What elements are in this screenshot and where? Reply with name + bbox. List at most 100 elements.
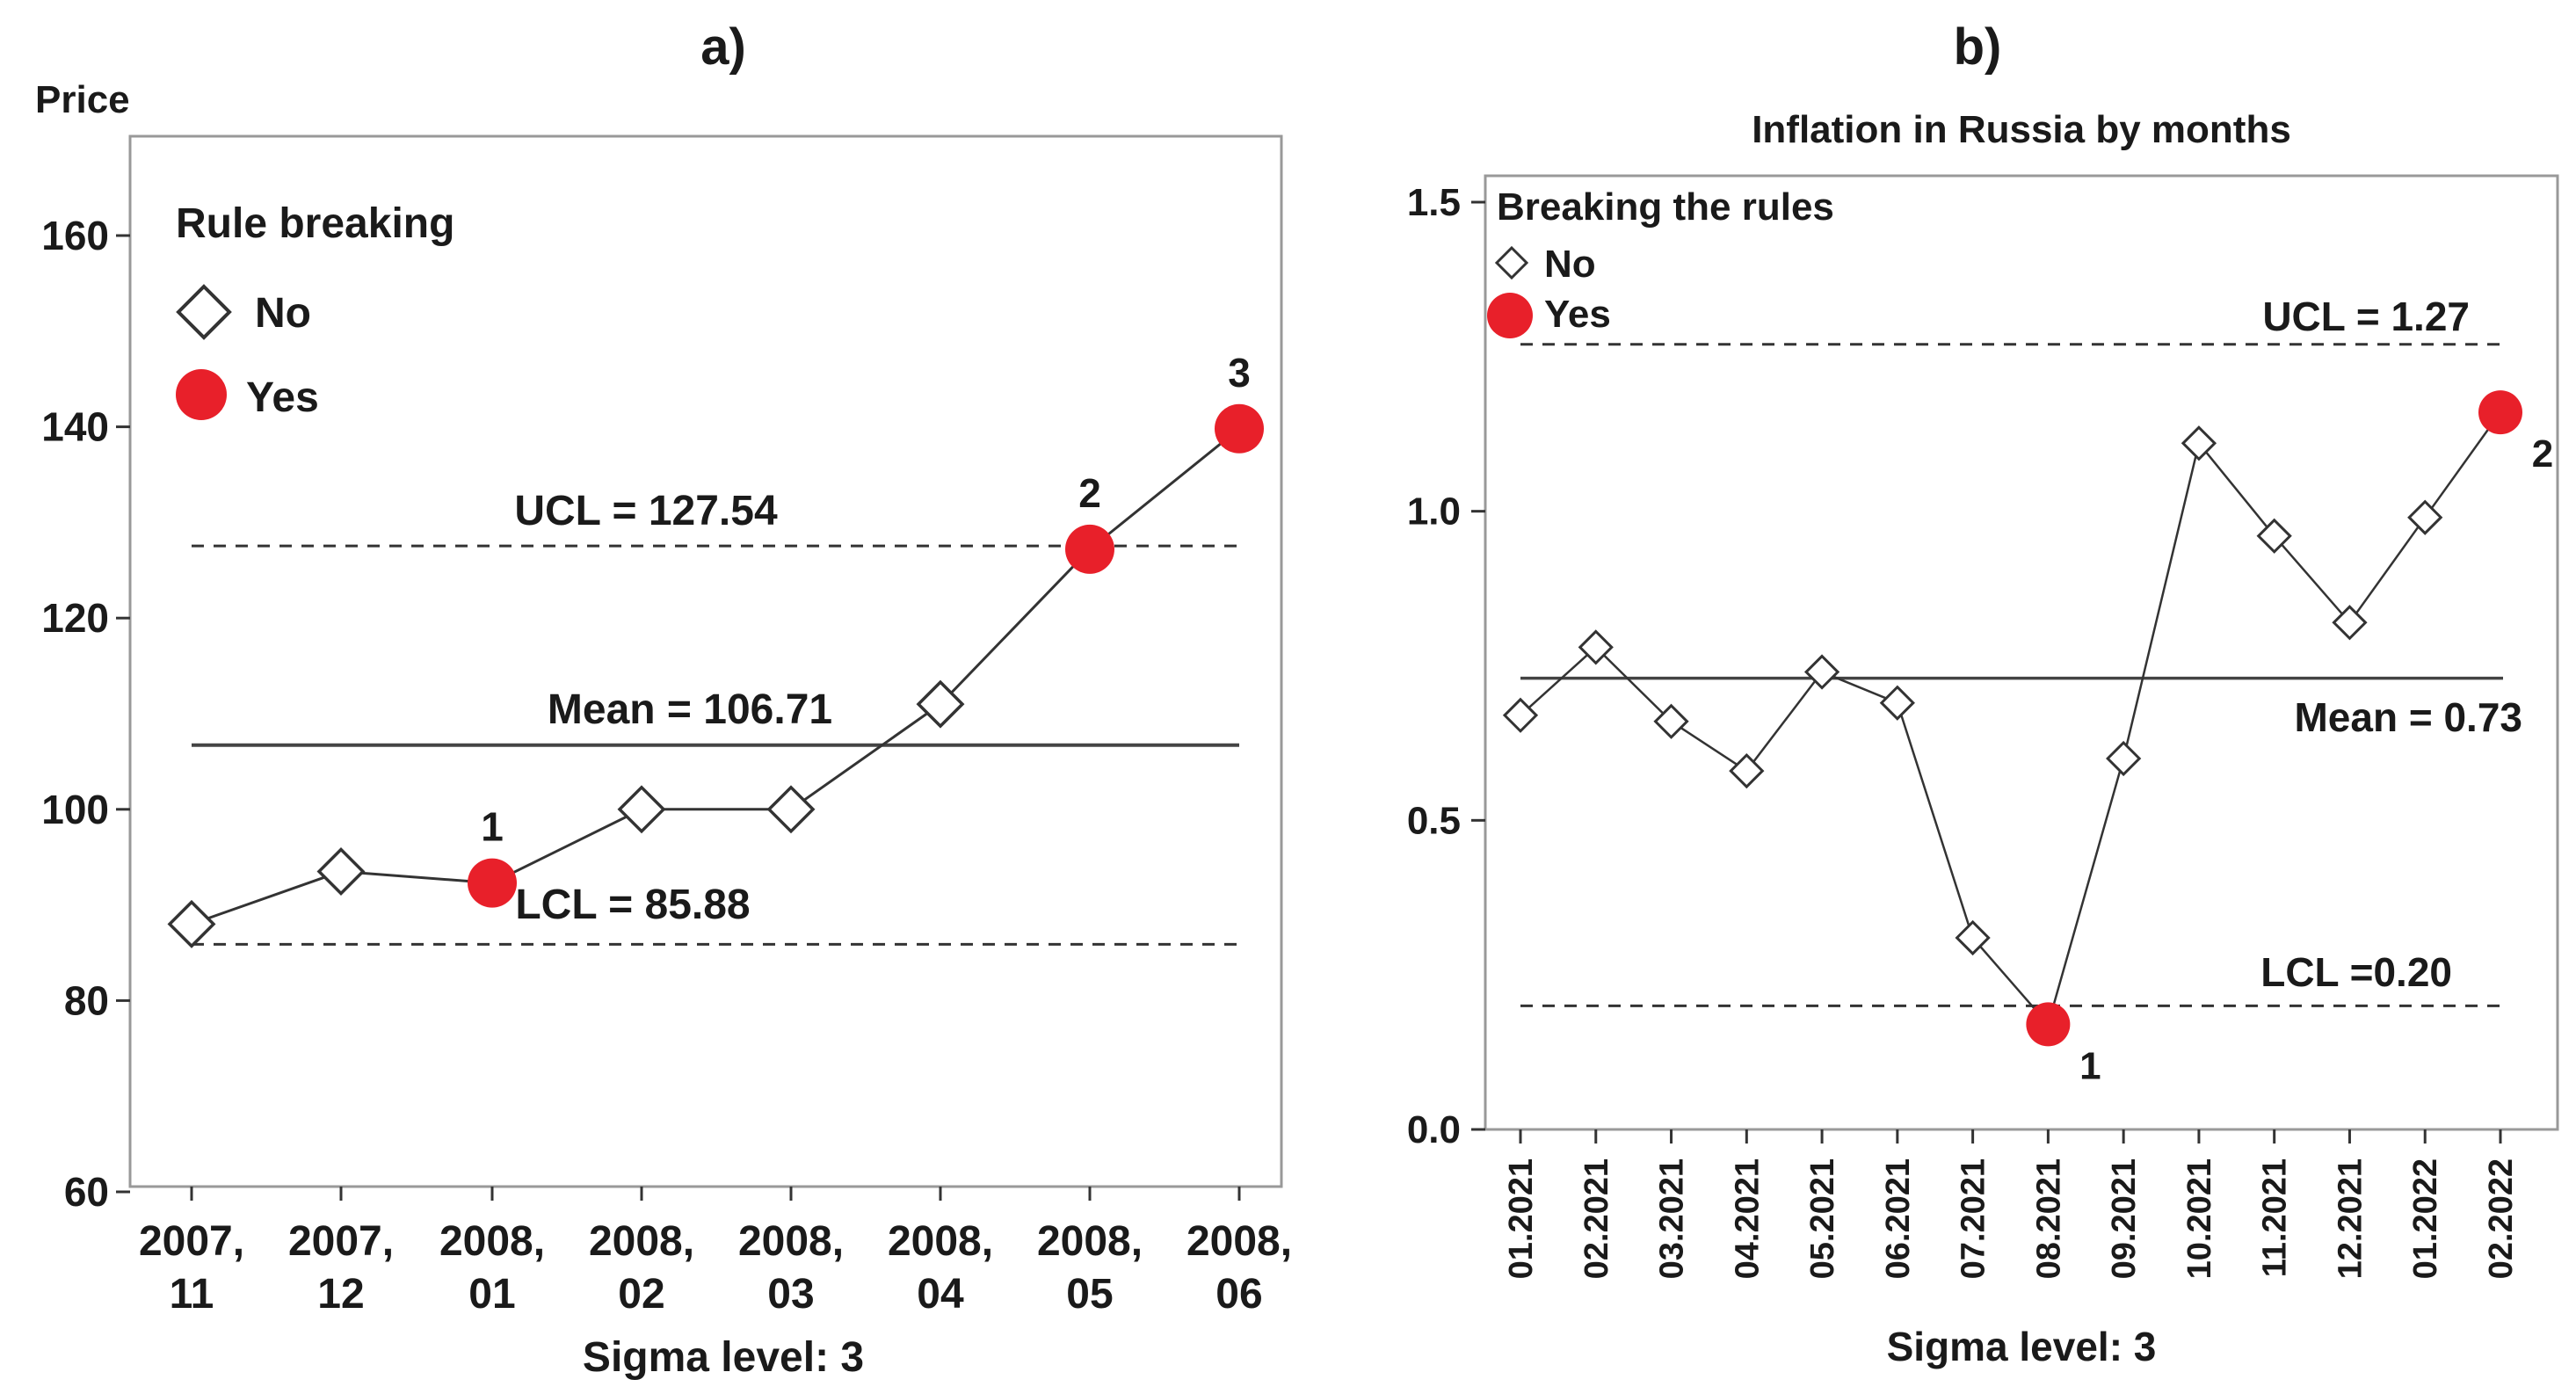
data-point-violation-a: [1065, 524, 1114, 574]
legend-no-label-a: No: [255, 290, 311, 337]
y-tick-label-a: 60: [64, 1169, 109, 1215]
x-tick-label-a: 11: [170, 1271, 214, 1318]
x-tick-label-b: 11.2021: [2257, 1158, 2294, 1277]
legend-yes-marker-b: [1487, 293, 1533, 338]
data-point-b: [2181, 425, 2217, 461]
series-line-a: [191, 427, 1240, 926]
y-axis-label-a: Price: [35, 78, 130, 121]
legend-yes-label-b: Yes: [1544, 293, 1611, 336]
x-axis-a: 2007, 11 2007, 12 2008, 01 2008, 02 2008, 03 2008,…: [139, 1187, 1292, 1318]
legend-title-b: Breaking the rules: [1497, 185, 1834, 229]
data-point-a: [766, 785, 816, 834]
point-label-a: 1: [481, 804, 504, 850]
x-tick-label-b: 03.2021: [1654, 1158, 1691, 1279]
y-tick-label-a: 120: [41, 595, 109, 641]
legend-yes-label-a: Yes: [246, 374, 319, 421]
x-tick-label-b: 08.2021: [2030, 1158, 2067, 1279]
point-label-a: 3: [1228, 350, 1251, 396]
y-tick-label-b: 1.0: [1407, 490, 1461, 534]
data-point-violation-b: [2026, 1002, 2071, 1047]
x-tick-label-a: 2007,: [288, 1218, 394, 1265]
series-line-b: [1520, 411, 2502, 1027]
data-point-b: [1502, 697, 1539, 733]
legend-no-marker-b: [1494, 245, 1529, 280]
x-tick-label-a: 03: [767, 1271, 814, 1318]
x-tick-label-b: 07.2021: [1956, 1158, 1992, 1279]
y-tick-label-b: 0.0: [1407, 1108, 1461, 1151]
data-point-b: [1803, 654, 1840, 690]
data-point-b: [1578, 629, 1614, 665]
plot-frame-a: [128, 134, 1283, 1188]
legend-title-a: Rule breaking: [176, 200, 454, 247]
x-tick-label-a: 2008,: [589, 1218, 694, 1265]
y-tick-label-b: 1.5: [1407, 181, 1461, 224]
x-tick-label-a: 12: [317, 1271, 364, 1318]
data-point-b: [1653, 703, 1689, 739]
x-tick-label-a: 2008,: [1037, 1218, 1143, 1265]
y-tick-label-a: 140: [41, 404, 109, 450]
x-tick-label-a: 04: [917, 1271, 964, 1318]
data-point-b: [2407, 499, 2443, 535]
panel-label-b: b): [1954, 18, 2002, 76]
panel-label-a: a): [700, 18, 746, 76]
series-a: 1 2 3: [167, 350, 1264, 948]
data-point-a: [167, 899, 216, 948]
x-tick-label-a: 01: [468, 1271, 515, 1318]
x-tick-label-b: 10.2021: [2181, 1158, 2218, 1279]
data-point-b: [2332, 605, 2368, 641]
x-tick-label-b: 09.2021: [2106, 1158, 2143, 1279]
mean-label-b: Mean = 0.73: [2294, 694, 2522, 740]
x-tick-label-a: 2007,: [139, 1218, 244, 1265]
legend-yes-marker-a: [176, 369, 227, 420]
x-tick-label-b: 05.2021: [1804, 1158, 1841, 1279]
x-tick-label-b: 04.2021: [1729, 1158, 1766, 1279]
x-tick-label-a: 2008,: [738, 1218, 844, 1265]
x-tick-label-b: 01.2022: [2407, 1158, 2444, 1279]
data-point-a: [916, 679, 965, 729]
x-tick-label-b: 01.2021: [1503, 1158, 1540, 1279]
legend-b: Breaking the rules No Yes: [1487, 185, 1834, 338]
data-point-violation-a: [468, 858, 517, 908]
x-tick-label-b: 06.2021: [1880, 1158, 1917, 1279]
point-label-b: 2: [2532, 432, 2553, 476]
data-point-a: [316, 847, 366, 896]
control-lines-a: UCL = 127.54 Mean = 106.71 LCL = 85.88: [192, 488, 1239, 946]
x-tick-label-a: 2008,: [1186, 1218, 1292, 1265]
x-tick-label-a: 05: [1066, 1271, 1113, 1318]
x-tick-label-a: 2008,: [888, 1218, 993, 1265]
plot-frame-b: [1484, 174, 2559, 1131]
mean-label-a: Mean = 106.71: [548, 686, 832, 733]
y-tick-label-a: 80: [64, 977, 109, 1023]
data-point-b: [1879, 685, 1915, 721]
x-tick-label-b: 12.2021: [2332, 1158, 2369, 1279]
y-axis-b: 0.0 0.5 1.0 1.5: [1407, 181, 1485, 1151]
data-point-violation-a: [1215, 403, 1264, 454]
point-label-a: 2: [1078, 470, 1101, 516]
control-lines-b: UCL = 1.27 Mean = 0.73 LCL =0.20: [1520, 294, 2522, 1007]
data-point-b: [2256, 518, 2292, 554]
x-tick-label-b: 02.2021: [1578, 1158, 1615, 1279]
point-label-b: 1: [2079, 1044, 2101, 1087]
legend-no-label-b: No: [1544, 243, 1596, 286]
x-axis-b: 01.2021 02.2021 03.2021 04.2021 05.2021 06.20…: [1503, 1129, 2520, 1279]
x-axis-title-a: Sigma level: 3: [583, 1334, 864, 1381]
x-axis-title-b: Sigma level: 3: [1887, 1324, 2157, 1369]
y-axis-a: 60 80 100 120 140 160: [41, 213, 130, 1215]
data-point-b: [2106, 740, 2142, 777]
lcl-label-b: LCL =0.20: [2260, 949, 2452, 995]
data-point-b: [1729, 752, 1765, 789]
series-b: 12: [1502, 390, 2553, 1087]
ucl-label-a: UCL = 127.54: [514, 488, 778, 534]
x-tick-label-b: 02.2022: [2483, 1158, 2520, 1279]
y-tick-label-b: 0.5: [1407, 799, 1461, 842]
ucl-label-b: UCL = 1.27: [2262, 294, 2470, 339]
legend-no-marker-a: [176, 284, 232, 340]
data-point-a: [617, 785, 666, 834]
chart-b: b) Inflation in Russia by months 0.0 0.5 1…: [1407, 18, 2559, 1369]
x-tick-label-a: 06: [1215, 1271, 1262, 1318]
y-tick-label-a: 160: [41, 213, 109, 258]
x-tick-label-a: 2008,: [439, 1218, 545, 1265]
chart-title-b: Inflation in Russia by months: [1752, 108, 2291, 151]
data-point-violation-b: [2478, 390, 2522, 435]
